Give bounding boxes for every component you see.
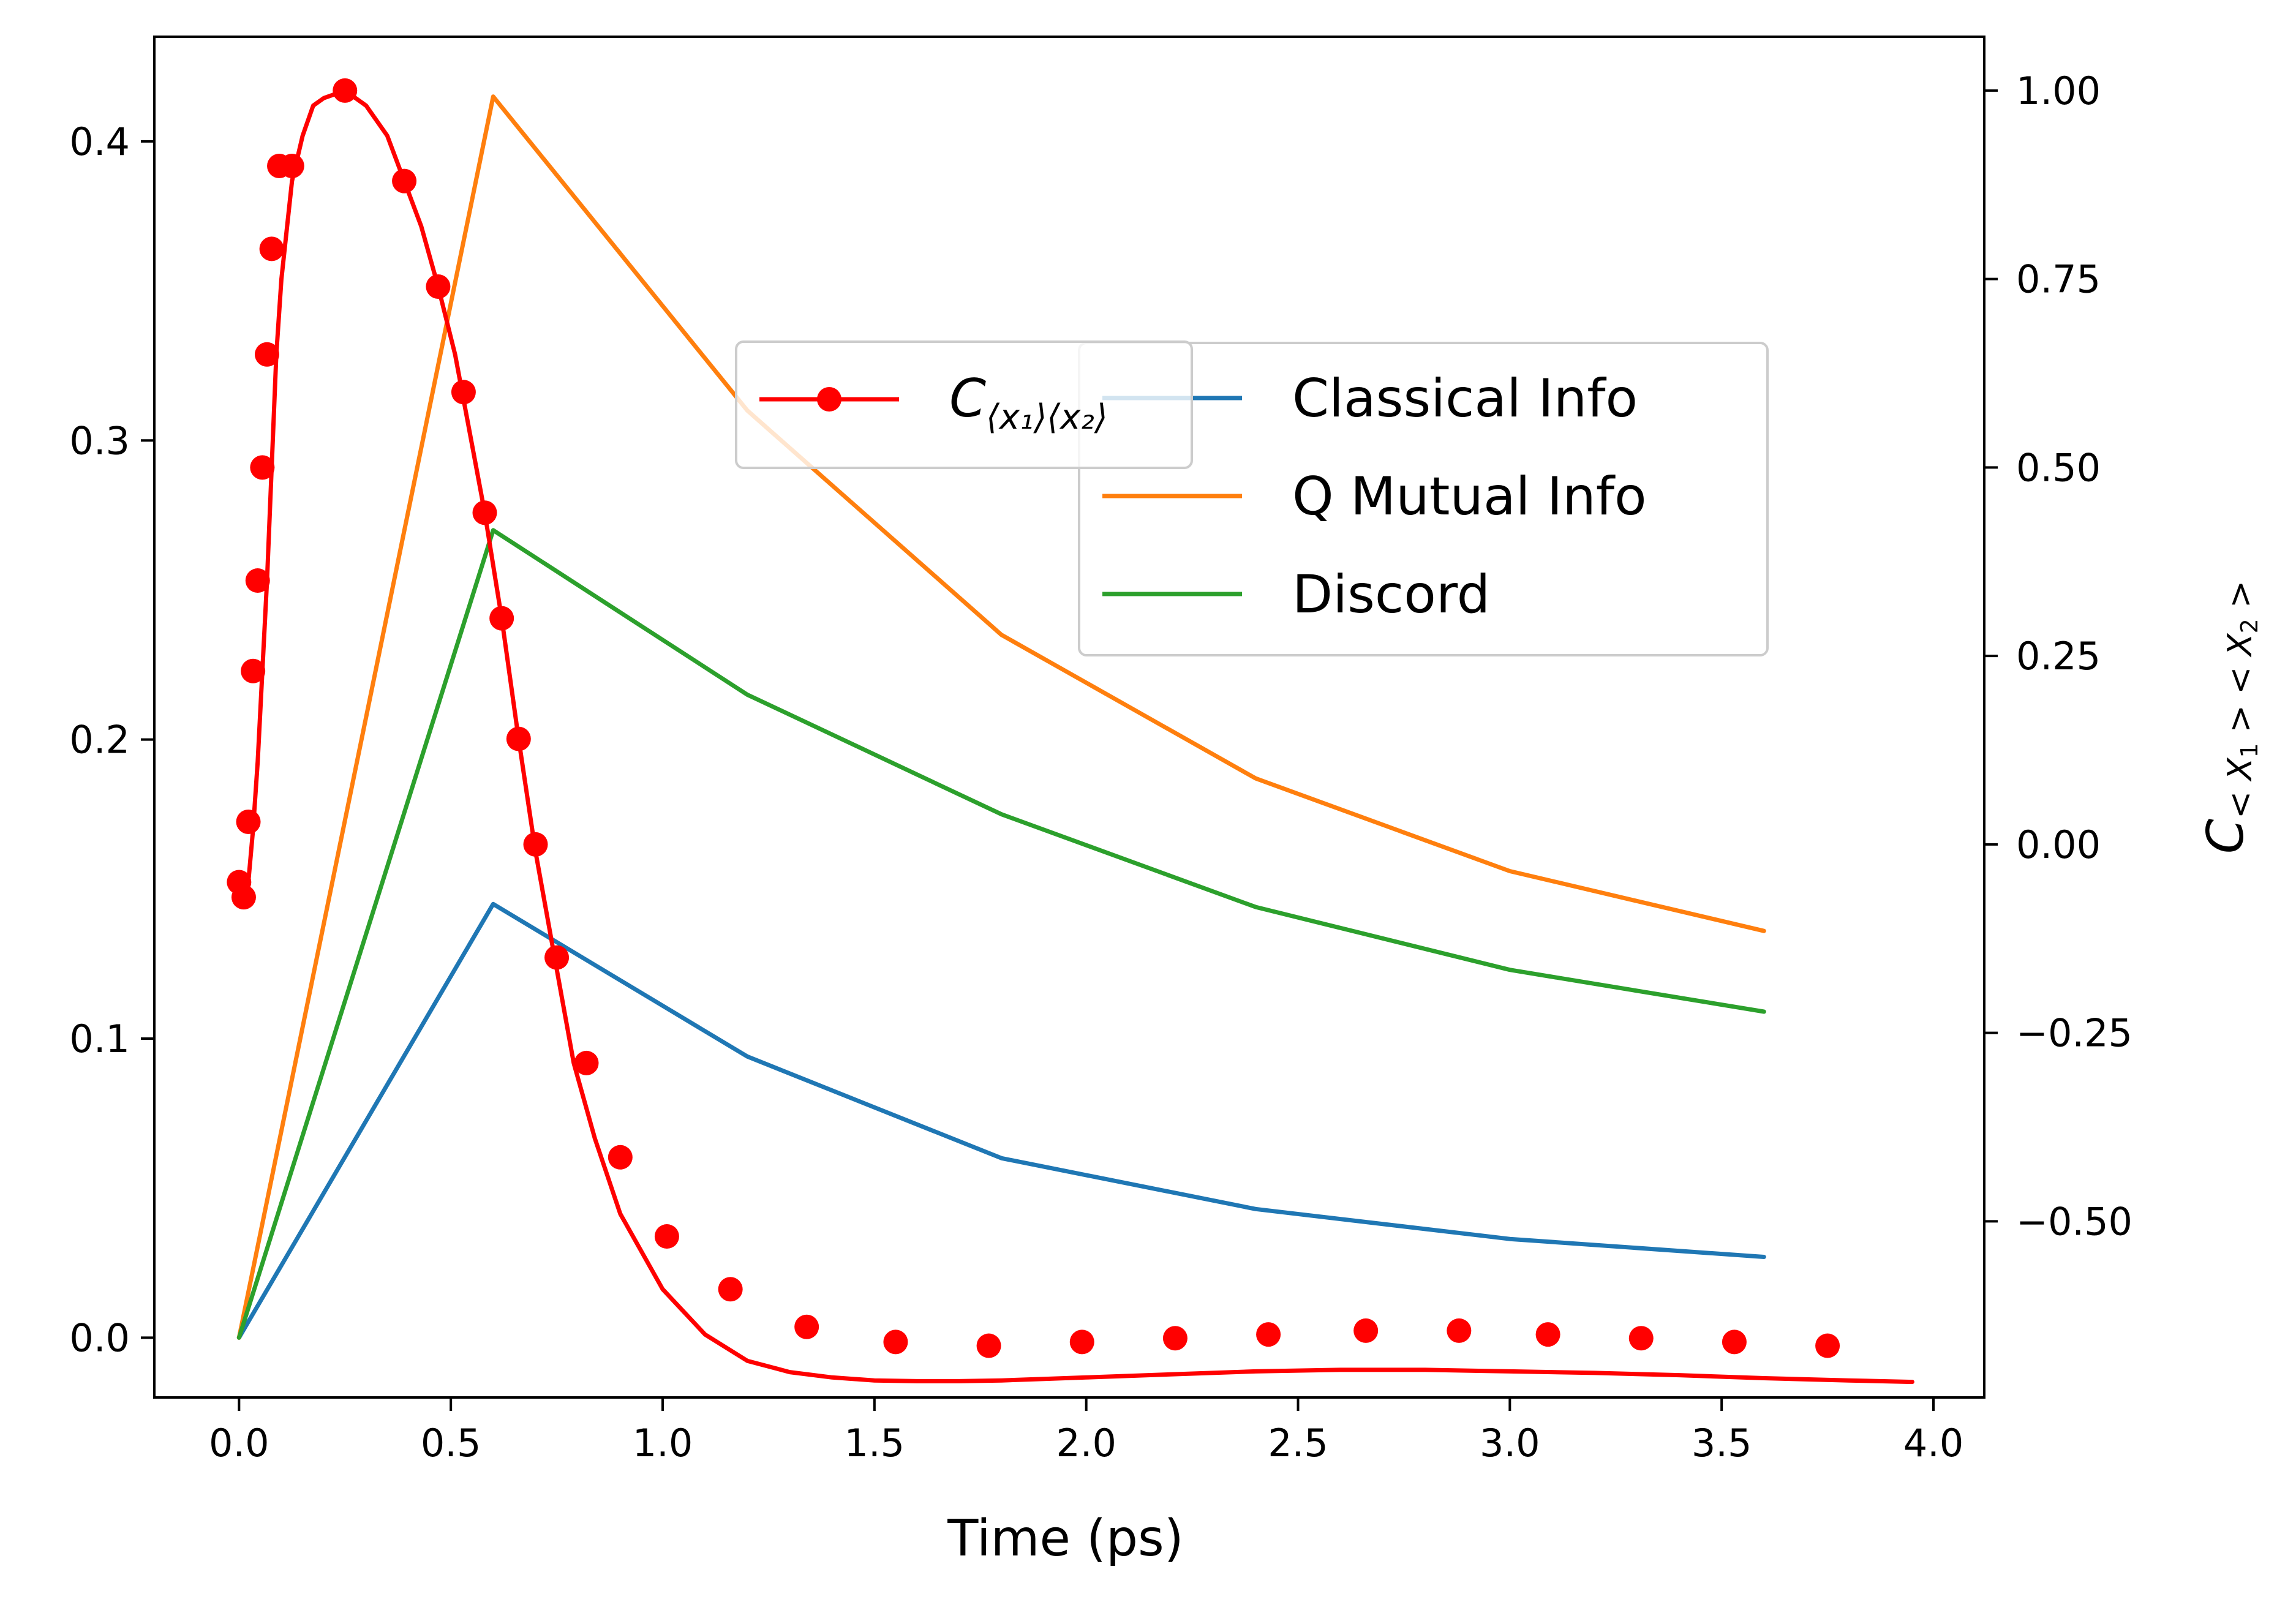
svg-text:C< X1 > < X2 >: C< X1 > < X2 > xyxy=(2197,581,2263,854)
data-point-correlation xyxy=(506,726,531,751)
data-point-correlation xyxy=(392,168,417,194)
legend-discord-label: Discord xyxy=(1292,564,1490,625)
data-point-correlation xyxy=(451,380,476,405)
x-tick-label: 4.0 xyxy=(1903,1421,1964,1465)
data-point-correlation xyxy=(254,342,279,367)
series-line-q-mutual-info xyxy=(236,94,1766,1340)
x-tick-label: 3.0 xyxy=(1480,1421,1540,1465)
y2-tick-label: 0.75 xyxy=(2016,257,2101,302)
x-axis: 0.0 0.5 1.0 1.5 2.0 2.5 3.0 3.5 4.0 xyxy=(209,1397,1963,1465)
y2-tick-label: 0.50 xyxy=(2016,445,2101,490)
data-point-correlation xyxy=(259,236,284,261)
y2-title-idx1: 1 xyxy=(2236,743,2263,758)
y2-title-part1: < X xyxy=(2221,758,2259,819)
legend-correlation-label: C⟨x₁⟩⟨x₂⟩ xyxy=(949,368,1108,437)
data-point-correlation xyxy=(489,606,514,631)
series-line-discord xyxy=(236,528,1766,1340)
x-tick-label: 2.5 xyxy=(1268,1421,1328,1465)
y2-tick-label: 0.00 xyxy=(2016,822,2101,867)
data-point-correlation xyxy=(523,832,548,857)
x-tick-label: 1.0 xyxy=(633,1421,693,1465)
data-point-correlation xyxy=(236,809,261,834)
data-point-correlation xyxy=(279,153,304,178)
plot-frame xyxy=(153,36,1985,1399)
data-point-correlation xyxy=(608,1145,633,1170)
y2-tick-label: −0.50 xyxy=(2016,1199,2132,1244)
y-tick-label: 0.4 xyxy=(69,119,130,164)
x-tick-label: 1.5 xyxy=(845,1421,905,1465)
series-layer xyxy=(227,78,1914,1385)
y2-title-close: > xyxy=(2221,581,2259,619)
y2-tick-label: 0.25 xyxy=(2016,634,2101,679)
y2-tick-label: 1.00 xyxy=(2016,69,2101,113)
data-point-correlation xyxy=(544,945,570,970)
data-point-correlation xyxy=(574,1050,599,1075)
data-point-correlation xyxy=(1815,1333,1840,1358)
y-axis-right-title: C< X1 > < X2 > xyxy=(2197,581,2263,854)
y2-tick-label: −0.25 xyxy=(2016,1011,2132,1056)
data-point-correlation xyxy=(1162,1326,1188,1351)
legend-left-axis: Classical Info Q Mutual Info Discord xyxy=(1078,342,1769,656)
data-point-correlation xyxy=(245,568,270,593)
x-tick-label: 3.5 xyxy=(1692,1421,1752,1465)
y-tick-label: 0.2 xyxy=(69,718,130,762)
data-point-correlation xyxy=(1069,1329,1094,1355)
data-point-correlation xyxy=(718,1277,743,1302)
data-point-correlation xyxy=(333,78,358,103)
legend-right-axis: C⟨x₁⟩⟨x₂⟩ xyxy=(735,340,1193,469)
legend-correlation-marker xyxy=(817,387,841,412)
data-point-correlation xyxy=(426,274,451,299)
y-axis-right: −0.50 −0.25 0.00 0.25 0.50 0.75 1.00 xyxy=(1984,69,2132,1244)
y2-title-part2: > < X xyxy=(2221,633,2259,743)
data-point-correlation xyxy=(241,658,266,683)
x-axis-title: Time (ps) xyxy=(947,1510,1184,1568)
data-point-correlation xyxy=(231,885,256,910)
data-point-correlation xyxy=(1628,1326,1654,1351)
series-line-classical-info xyxy=(236,901,1766,1340)
data-point-correlation xyxy=(794,1314,819,1339)
y-axis-left: 0.0 0.1 0.2 0.3 0.4 xyxy=(69,119,154,1360)
data-point-correlation xyxy=(1447,1318,1472,1343)
y-tick-label: 0.1 xyxy=(69,1017,130,1061)
data-point-correlation xyxy=(883,1329,908,1355)
data-point-correlation xyxy=(250,455,275,480)
data-point-correlation xyxy=(654,1224,679,1249)
data-point-correlation xyxy=(1353,1318,1379,1343)
data-point-correlation xyxy=(976,1333,1001,1358)
y-tick-label: 0.0 xyxy=(69,1315,130,1360)
legend-classical-label: Classical Info xyxy=(1292,368,1638,429)
plot-area xyxy=(227,78,1914,1385)
data-point-correlation xyxy=(1722,1329,1747,1355)
legend-right-frame xyxy=(735,340,1193,469)
data-point-correlation xyxy=(1535,1322,1560,1347)
legend-qmi-label: Q Mutual Info xyxy=(1292,466,1647,527)
data-point-correlation xyxy=(472,500,497,525)
x-tick-label: 0.5 xyxy=(421,1421,481,1465)
y2-title-idx2: 2 xyxy=(2236,619,2263,633)
data-point-correlation xyxy=(1256,1322,1281,1347)
x-tick-label: 0.0 xyxy=(209,1421,269,1465)
y-tick-label: 0.3 xyxy=(69,418,130,463)
legend-left-frame xyxy=(1078,342,1769,656)
x-tick-label: 2.0 xyxy=(1056,1421,1116,1465)
y2-title-main: C xyxy=(2197,819,2255,854)
